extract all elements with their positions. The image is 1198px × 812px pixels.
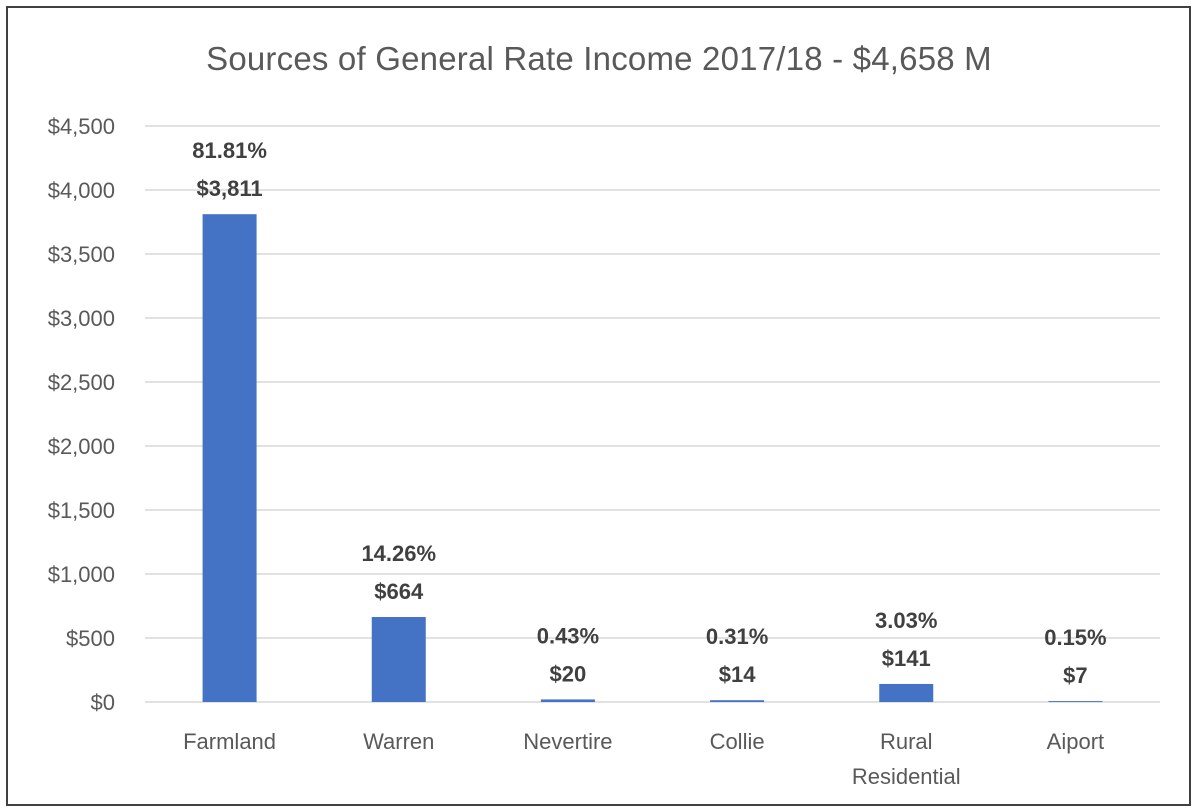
- x-category-label: Residential: [852, 764, 961, 789]
- percent-label: 14.26%: [361, 541, 436, 566]
- percent-label: 0.31%: [706, 624, 768, 649]
- x-category-label: Rural: [880, 729, 933, 754]
- y-tick-label: $4,500: [48, 114, 115, 139]
- y-tick-label: $4,000: [48, 178, 115, 203]
- x-category-label: Warren: [363, 729, 434, 754]
- y-tick-label: $2,500: [48, 370, 115, 395]
- bar-rural-residential: [879, 683, 934, 702]
- x-category-label: Aiport: [1047, 729, 1104, 754]
- bar-warren: [371, 617, 426, 702]
- bar-collie: [710, 700, 765, 702]
- y-tick-label: $2,000: [48, 434, 115, 459]
- x-category-label: Nevertire: [523, 729, 612, 754]
- percent-label: 3.03%: [875, 608, 937, 633]
- value-label: $20: [550, 661, 587, 686]
- bar-farmland: [202, 214, 257, 702]
- bar-nevertire: [540, 699, 595, 702]
- y-tick-label: $3,500: [48, 242, 115, 267]
- chart-title: Sources of General Rate Income 2017/18 -…: [206, 40, 992, 77]
- y-tick-label: $500: [66, 626, 115, 651]
- value-label: $141: [882, 646, 931, 671]
- value-label: $3,811: [197, 176, 263, 201]
- y-tick-label: $1,000: [48, 562, 115, 587]
- y-tick-label: $0: [91, 690, 115, 715]
- y-tick-label: $3,000: [48, 306, 115, 331]
- percent-label: 0.15%: [1044, 625, 1106, 650]
- bar-aiport: [1048, 701, 1103, 702]
- percent-label: 0.43%: [537, 623, 599, 648]
- value-label: $664: [374, 579, 424, 604]
- x-category-label: Collie: [710, 729, 765, 754]
- percent-label: 81.81%: [192, 138, 267, 163]
- x-category-label: Farmland: [183, 729, 276, 754]
- value-label: $14: [719, 662, 756, 687]
- y-tick-label: $1,500: [48, 498, 115, 523]
- value-label: $7: [1063, 663, 1087, 688]
